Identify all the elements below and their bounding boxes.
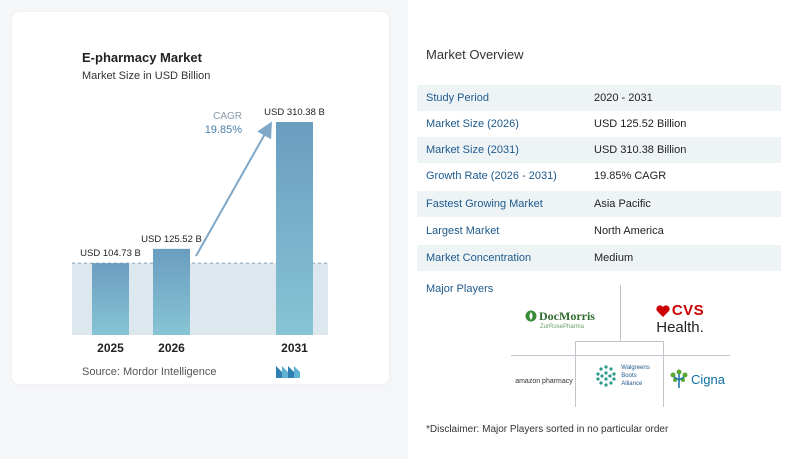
cagr-arrow xyxy=(195,121,272,257)
overview-row-largest-market: Largest Market North America xyxy=(417,218,781,244)
docmorris-name: DocMorris xyxy=(539,308,595,323)
overview-label: Fastest Growing Market xyxy=(426,198,543,210)
overview-label: Market Size (2031) xyxy=(426,144,519,156)
amazon-pharmacy-text: amazon pharmacy xyxy=(515,377,573,385)
overview-label: Growth Rate (2026 - 2031) xyxy=(426,170,557,182)
wba-line1: Walgreens xyxy=(621,365,650,371)
major-players-title: Major Players xyxy=(426,283,494,295)
chart-title: E-pharmacy Market xyxy=(82,50,202,65)
market-size-bar-chart: USD 104.73 B 2025 USD 125.52 B 2026 USD 310.… xyxy=(72,107,328,355)
overview-value: 2020 - 2031 xyxy=(594,92,653,104)
chart-subtitle: Market Size in USD Billion xyxy=(82,70,211,82)
overview-row-study-period: Study Period 2020 - 2031 xyxy=(417,85,781,111)
overview-row-market-size-2031: Market Size (2031) USD 310.38 Billion xyxy=(417,137,781,163)
wba-line2: Boots xyxy=(621,373,637,379)
players-divider xyxy=(575,341,576,407)
docmorris-leaf-icon xyxy=(525,310,537,322)
overview-title: Market Overview xyxy=(426,47,524,62)
overview-row-concentration: Market Concentration Medium xyxy=(417,245,781,271)
overview-row-fastest-growing: Fastest Growing Market Asia Pacific xyxy=(417,191,781,217)
health-text: Health. xyxy=(656,319,704,336)
docmorris-logo: DocMorris ZurRosePharma xyxy=(525,305,615,333)
chart-source: Source: Mordor Intelligence xyxy=(82,366,217,378)
walgreens-boots-alliance-logo: Walgreens Boots Alliance xyxy=(586,361,658,391)
cagr-label: CAGR xyxy=(213,111,242,122)
overview-value: USD 310.38 Billion xyxy=(594,144,687,156)
overview-label: Market Concentration xyxy=(426,252,532,264)
overview-value: Medium xyxy=(594,252,634,264)
heart-icon xyxy=(656,304,670,317)
tick-label-2031: 2031 xyxy=(281,341,308,355)
data-label-2026: USD 125.52 B xyxy=(141,234,202,245)
wba-line3: Alliance xyxy=(621,381,643,387)
data-label-2025: USD 104.73 B xyxy=(80,248,141,259)
overview-value: Asia Pacific xyxy=(594,198,651,210)
docmorris-sub: ZurRosePharma xyxy=(540,323,585,330)
players-divider xyxy=(663,341,664,407)
overview-row-growth-rate: Growth Rate (2026 - 2031) 19.85% CAGR xyxy=(417,163,781,189)
players-divider xyxy=(620,285,621,341)
tick-label-2025: 2025 xyxy=(97,341,124,355)
bar-2026 xyxy=(153,248,190,335)
overview-label: Market Size (2026) xyxy=(426,118,519,130)
cvs-text: CVS xyxy=(671,302,705,319)
cigna-text: Cigna xyxy=(691,371,725,387)
cigna-logo: Cigna xyxy=(668,367,726,391)
mordor-logo-icon xyxy=(276,366,300,378)
overview-label: Largest Market xyxy=(426,225,500,237)
players-divider xyxy=(575,341,663,342)
cvs-health-logo: CVS Health. xyxy=(648,302,712,336)
overview-value: USD 125.52 Billion xyxy=(594,118,687,130)
wba-dots-icon xyxy=(596,365,616,387)
cigna-tree-icon xyxy=(670,369,688,388)
overview-value: North America xyxy=(594,225,664,237)
bar-2025 xyxy=(92,263,129,335)
tick-label-2026: 2026 xyxy=(158,341,185,355)
overview-panel xyxy=(408,0,800,459)
amazon-pharmacy-logo: amazon pharmacy xyxy=(514,374,574,388)
players-divider xyxy=(511,355,730,356)
cagr-value: 19.85% xyxy=(205,124,243,136)
data-label-2031: USD 310.38 B xyxy=(264,107,325,118)
overview-label: Study Period xyxy=(426,92,489,104)
bar-2031 xyxy=(276,122,313,335)
overview-value: 19.85% CAGR xyxy=(594,170,667,182)
overview-row-market-size-2026: Market Size (2026) USD 125.52 Billion xyxy=(417,111,781,137)
disclaimer: *Disclaimer: Major Players sorted in no … xyxy=(426,424,669,435)
